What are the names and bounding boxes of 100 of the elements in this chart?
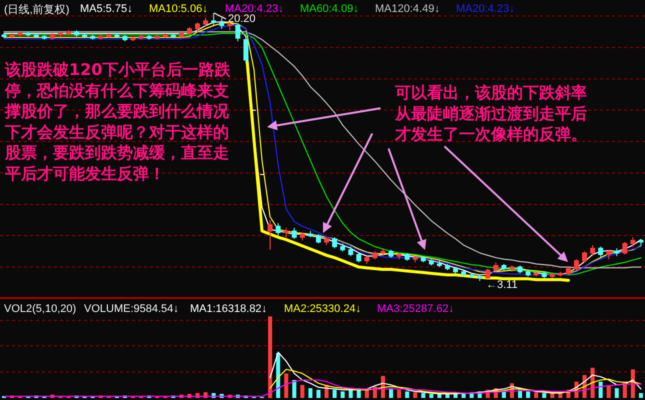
bar (389, 388, 394, 398)
text: MA1:16318.82↓ (190, 303, 268, 315)
candlestick (138, 34, 144, 40)
candlestick (308, 230, 313, 238)
series-label: MA10:5.06↓ (149, 3, 208, 15)
bar (316, 390, 320, 398)
candlestick (493, 262, 498, 272)
candlestick (412, 256, 418, 263)
bar (364, 390, 369, 398)
candlestick (114, 32, 120, 39)
candlestick (18, 31, 23, 38)
chart-title: (日线,前复权) (4, 3, 70, 16)
annotation: 该股跌破120下小平台后一路跌停，恐怕没有什么下筹码峰来支撑股价了，那么要跌到什么情况下才会发生反弹呢？对于这样的股票，要跌到跌势减缓，直至走平后才可能发生反弹！ (4, 60, 232, 183)
bar (397, 390, 402, 398)
candlestick (348, 246, 354, 257)
candlestick (469, 272, 474, 279)
candlestick (614, 248, 620, 257)
candlestick (235, 23, 240, 42)
bar (606, 386, 611, 398)
bar (268, 316, 272, 398)
candlestick (630, 236, 636, 248)
text: MA20:4.23↓ (456, 3, 515, 15)
bar (526, 391, 530, 398)
candlestick (558, 271, 563, 277)
candlestick (146, 34, 152, 40)
candlestick (106, 32, 112, 39)
bar (638, 393, 643, 398)
text: MA60:4.09↓ (300, 3, 359, 15)
candlestick (268, 220, 273, 250)
candlestick (396, 252, 402, 260)
candlestick (50, 32, 55, 40)
candlestick (130, 36, 136, 42)
candlestick (284, 227, 289, 238)
candlestick (477, 274, 482, 282)
candlestick (300, 232, 305, 241)
candlestick (461, 270, 466, 277)
candlestick (420, 256, 426, 263)
candlestick (42, 34, 47, 40)
bar (421, 393, 426, 398)
candlestick (590, 244, 596, 257)
bar (614, 388, 619, 398)
candlestick (66, 30, 72, 36)
text: MA120:4.49↓ (375, 3, 440, 15)
candlestick (550, 272, 555, 279)
candlestick (622, 241, 628, 255)
candlestick (162, 32, 168, 39)
candlestick (534, 271, 539, 277)
annotation: ←3.11 (486, 279, 518, 291)
candlestick (26, 31, 31, 38)
bar (348, 390, 353, 398)
candlestick (211, 12, 216, 26)
candlestick (34, 32, 39, 39)
candlestick (324, 236, 330, 246)
bar (332, 390, 337, 398)
candlestick (364, 256, 370, 264)
bar (429, 394, 434, 398)
candlestick (243, 38, 248, 64)
candlestick (428, 258, 434, 266)
text: MA3:25287.62↓ (377, 303, 454, 315)
candlestick (372, 250, 378, 260)
candlestick (518, 264, 523, 274)
candlestick (98, 34, 104, 40)
candlestick (598, 246, 604, 258)
text: MA2:25330.24↓ (284, 303, 362, 315)
bar (340, 391, 345, 398)
bar (598, 382, 603, 398)
candlestick (90, 34, 96, 40)
candlestick (170, 32, 176, 39)
legend-label: MA20:4.23↓ (225, 3, 284, 15)
candlestick (178, 31, 184, 39)
candlestick (340, 243, 346, 252)
candlestick (444, 263, 450, 271)
candlestick (122, 34, 128, 42)
candlestick (509, 264, 514, 272)
candlestick (606, 249, 612, 260)
annotation: 可以看出，该股的下跌斜率从最陡峭逐渐过渡到走平后才发生了一次像样的反弹。 (394, 83, 587, 144)
bar (550, 393, 554, 398)
candlestick (380, 248, 386, 257)
candlestick (574, 258, 579, 271)
candlestick (638, 238, 644, 246)
candlestick (82, 32, 88, 39)
candlestick (2, 32, 7, 39)
candlestick (203, 17, 208, 28)
candlestick (74, 30, 80, 38)
candlestick (404, 252, 410, 262)
candlestick (542, 271, 547, 279)
candlestick (332, 236, 338, 249)
candlestick (485, 268, 490, 280)
candlestick (388, 249, 394, 258)
candlestick (10, 32, 15, 39)
chart-title: VOL2(5,10,20) (4, 303, 76, 315)
candlestick (566, 266, 571, 276)
candlestick (526, 270, 531, 277)
candlestick (186, 26, 192, 36)
candlestick (501, 263, 506, 271)
bar (292, 380, 296, 398)
candlestick (219, 17, 224, 30)
bar (308, 388, 312, 398)
annotation: 20.20 (228, 13, 256, 25)
candlestick (292, 227, 297, 240)
